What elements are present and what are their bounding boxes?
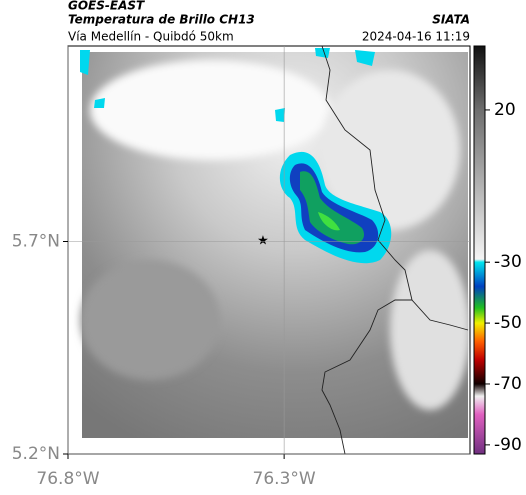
- title: Temperatura de Brillo CH13: [68, 13, 255, 27]
- colorbar-tick-label: -70: [494, 374, 522, 394]
- source: SIATA: [432, 13, 470, 27]
- y-tick-label: 5.2°N: [12, 444, 60, 464]
- y-tick-label: 5.7°N: [12, 232, 60, 252]
- colorbar: [473, 45, 486, 455]
- subtitle: Vía Medellín - Quibdó 50km: [68, 30, 234, 44]
- location-marker: ★: [257, 234, 269, 249]
- colorbar-tick-label: -90: [494, 435, 522, 455]
- colorbar-tick-label: 20: [494, 100, 516, 120]
- datetime: 2024-04-16 11:19: [362, 30, 470, 44]
- colorbar-tick-label: -50: [494, 313, 522, 333]
- x-tick-label: 76.3°W: [253, 469, 316, 489]
- colorbar-tick-label: -30: [494, 252, 522, 272]
- satellite: GOES-EAST: [68, 0, 145, 13]
- satellite-image: ★: [80, 45, 470, 455]
- x-tick-label: 76.8°W: [36, 469, 99, 489]
